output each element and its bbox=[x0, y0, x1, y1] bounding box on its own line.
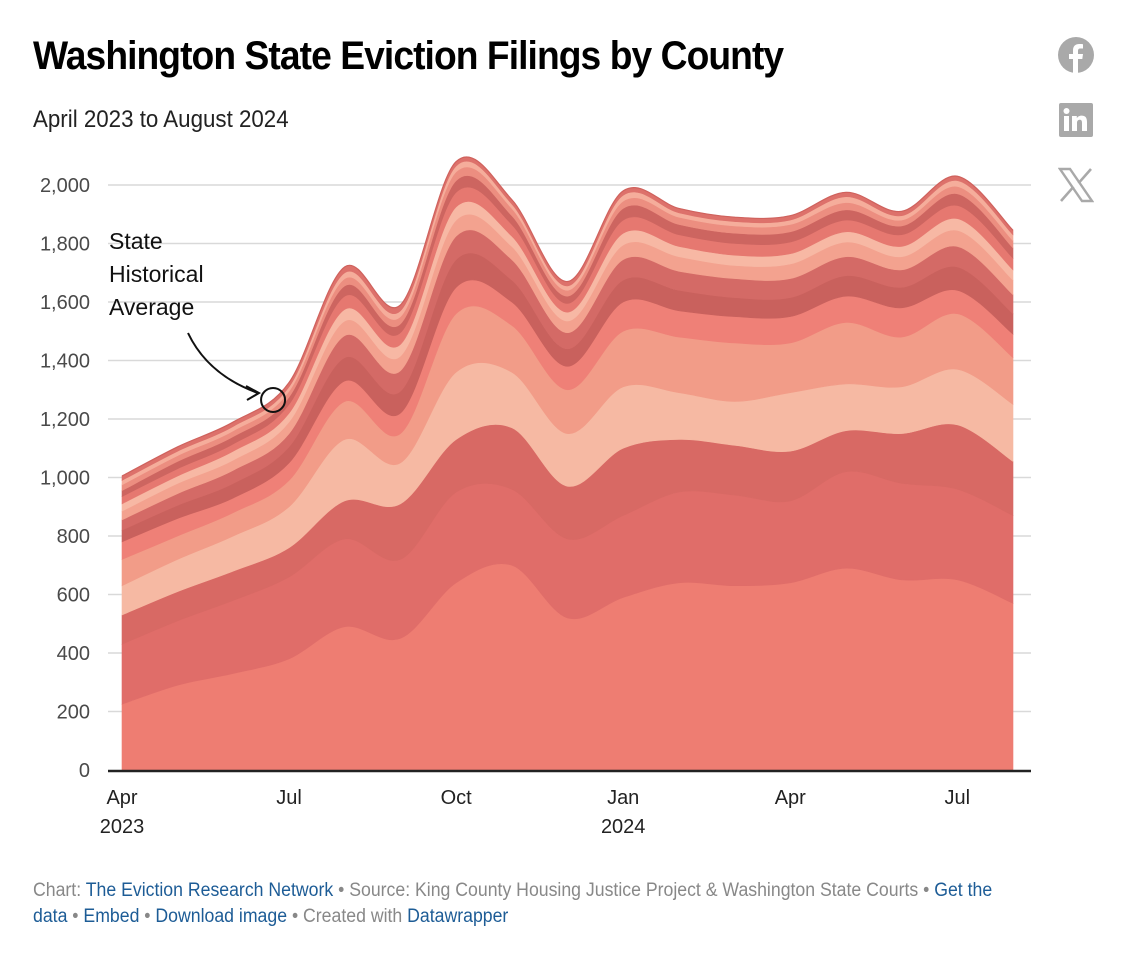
facebook-share-button[interactable] bbox=[1057, 36, 1095, 74]
x-tick-label: Jul bbox=[276, 787, 302, 809]
chart-subtitle: April 2023 to August 2024 bbox=[33, 106, 289, 133]
stack-top-edge bbox=[121, 156, 1014, 477]
y-tick-label: 600 bbox=[57, 585, 90, 607]
annotation-line-2: Historical bbox=[109, 261, 204, 287]
y-tick-label: 2,000 bbox=[40, 175, 90, 197]
x-tick-label: Oct bbox=[441, 787, 473, 809]
x-tick-label: Apr bbox=[775, 787, 806, 809]
x-axis: Apr 2023 Jul Oct Jan 2024 Apr Jul bbox=[100, 787, 970, 838]
y-axis: 0 200 400 600 800 1,000 1,200 1,400 1,600 1,800 2,… bbox=[40, 175, 90, 782]
footer-source-text: • Source: King County Housing Justice Pr… bbox=[333, 880, 935, 901]
footer-separator: • bbox=[67, 906, 84, 927]
y-tick-label: 200 bbox=[57, 702, 90, 724]
area-layers bbox=[121, 156, 1014, 771]
facebook-icon bbox=[1058, 37, 1094, 73]
get-the-data-link[interactable]: Get the data bbox=[33, 880, 993, 927]
download-image-link[interactable]: Download image bbox=[155, 906, 288, 927]
y-tick-label: 400 bbox=[57, 643, 90, 665]
x-tick-label: Jan bbox=[607, 787, 639, 809]
annotation-line-3: Average bbox=[109, 294, 194, 320]
linkedin-share-button[interactable] bbox=[1057, 101, 1095, 139]
footer-chart-prefix: Chart: bbox=[33, 880, 86, 901]
annotation-line-1: State bbox=[109, 228, 163, 254]
chart-footer: Chart: The Eviction Research Network • S… bbox=[33, 878, 1000, 930]
datawrapper-link[interactable]: Datawrapper bbox=[407, 906, 509, 927]
x-tick-label: Apr bbox=[106, 787, 137, 809]
y-tick-label: 1,200 bbox=[40, 409, 90, 431]
x-tick-year-label: 2023 bbox=[100, 816, 145, 838]
y-tick-label: 1,800 bbox=[40, 234, 90, 256]
author-link[interactable]: The Eviction Research Network bbox=[85, 880, 334, 901]
y-tick-label: 1,000 bbox=[40, 468, 90, 490]
annotation-arrow bbox=[187, 332, 259, 394]
footer-separator: • bbox=[139, 906, 156, 927]
x-icon bbox=[1058, 167, 1094, 203]
x-share-button[interactable] bbox=[1057, 166, 1095, 204]
stacked-area-chart: 0 200 400 600 800 1,000 1,200 1,400 1,600 1,800 2,… bbox=[40, 156, 1031, 838]
annotation-state-historical-average: State Historical Average bbox=[109, 228, 287, 413]
embed-link[interactable]: Embed bbox=[83, 906, 140, 927]
annotation-arrowhead bbox=[245, 385, 262, 401]
y-tick-label: 0 bbox=[79, 760, 90, 782]
x-tick-label: Jul bbox=[945, 787, 971, 809]
y-tick-label: 800 bbox=[57, 526, 90, 548]
x-tick-year-label: 2024 bbox=[601, 816, 646, 838]
y-tick-label: 1,400 bbox=[40, 351, 90, 373]
y-tick-label: 1,600 bbox=[40, 292, 90, 314]
chart-title: Washington State Eviction Filings by Cou… bbox=[33, 34, 784, 78]
footer-created-with: • Created with bbox=[287, 906, 408, 927]
annotation-circle bbox=[260, 386, 287, 413]
linkedin-icon bbox=[1059, 103, 1093, 137]
